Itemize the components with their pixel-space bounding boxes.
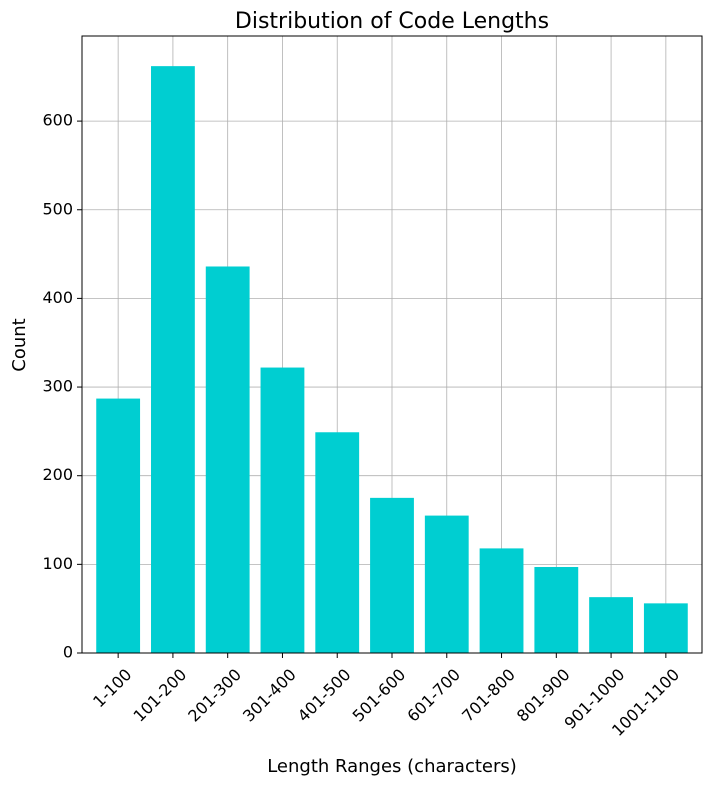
y-tick-label: 400 <box>42 288 73 307</box>
x-tick-label: 501-600 <box>349 665 410 726</box>
x-tick-label: 1-100 <box>89 665 135 711</box>
y-tick-label: 200 <box>42 465 73 484</box>
chart-title: Distribution of Code Lengths <box>235 9 549 34</box>
y-tick-label: 500 <box>42 199 73 218</box>
y-axis-label: Count <box>9 318 30 371</box>
x-tick-label: 701-800 <box>458 665 519 726</box>
y-tick-label: 600 <box>42 111 73 130</box>
x-tick-label: 201-300 <box>184 665 245 726</box>
bar <box>534 567 579 653</box>
bar <box>315 432 360 653</box>
y-tick-label: 100 <box>42 554 73 573</box>
x-tick-label: 301-400 <box>239 665 300 726</box>
bar <box>479 548 524 653</box>
x-tick-label: 401-500 <box>294 665 355 726</box>
x-axis-label: Length Ranges (characters) <box>267 756 517 777</box>
y-tick-label: 300 <box>42 377 73 396</box>
plot-frame <box>81 35 703 654</box>
bar <box>260 367 305 653</box>
bar <box>370 497 414 653</box>
bar <box>205 266 250 653</box>
bar <box>424 515 469 653</box>
y-tick-label: 0 <box>63 643 73 662</box>
bar <box>643 603 688 653</box>
bar <box>589 597 633 653</box>
x-tick-label: 601-700 <box>403 665 464 726</box>
x-tick-label: 101-200 <box>130 665 191 726</box>
bar <box>96 398 141 653</box>
bar <box>151 66 195 653</box>
